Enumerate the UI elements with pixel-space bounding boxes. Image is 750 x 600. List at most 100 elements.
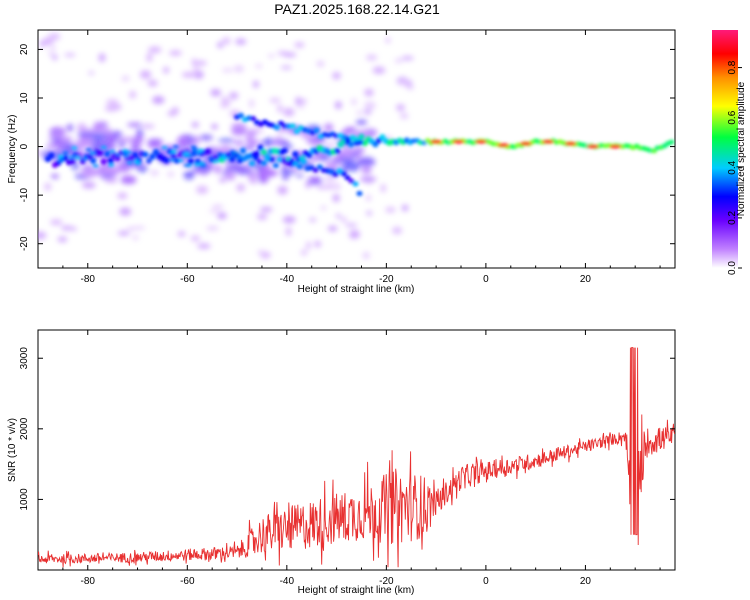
purple-blob <box>218 138 235 143</box>
snr-xtick-label: -20 <box>379 576 394 587</box>
purple-blob <box>66 124 74 132</box>
spark-blob <box>58 159 65 163</box>
lower-branch-blob <box>332 171 339 177</box>
noise-blob <box>257 250 266 256</box>
noise-blob <box>380 184 386 193</box>
purple-blob <box>59 127 66 136</box>
spectrogram-ticks: -80 -60 -40 -20 0 20 -20 -10 0 10 20 <box>19 30 675 285</box>
noise-blob <box>356 110 363 115</box>
purple-blob <box>191 122 199 128</box>
noise-blob <box>392 226 403 235</box>
noise-blob <box>206 225 219 231</box>
purple-blob <box>102 172 116 178</box>
spark-blob <box>171 149 178 153</box>
peak-blob <box>452 139 465 144</box>
trace-blob <box>90 157 97 164</box>
snr-xtick-label: 20 <box>580 576 592 587</box>
lower-branch-blob <box>229 156 236 162</box>
lower-branch-blob <box>340 171 347 177</box>
trace-blob <box>173 157 180 164</box>
purple-blob <box>93 121 103 132</box>
noise-blob <box>294 42 305 48</box>
purple-blob <box>253 163 264 170</box>
purple-blob <box>296 173 304 178</box>
noise-blob <box>336 213 341 219</box>
noise-blob <box>191 58 197 67</box>
purple-blob <box>50 174 59 179</box>
purple-blob <box>199 134 214 141</box>
spectrogram-xtick-label: -20 <box>379 274 394 285</box>
lower-branch-blob <box>292 161 299 167</box>
noise-blob <box>236 183 246 192</box>
colorbar-tick-label: 0.2 <box>727 211 738 225</box>
snr-panel: -80 -60 -40 -20 0 20 1000 2000 3000 Height of st… <box>7 329 676 596</box>
noise-blob <box>48 51 54 56</box>
spectrogram-ytick-label: -20 <box>19 236 30 251</box>
upper-branch-blob <box>249 116 256 122</box>
snr-ticks: -80 -60 -40 -20 0 20 1000 2000 3000 <box>19 330 675 587</box>
noise-blob <box>38 231 47 240</box>
noise-blob <box>117 192 128 200</box>
spark-blob <box>194 163 201 167</box>
noise-blob <box>171 107 179 115</box>
noise-blob <box>221 37 231 45</box>
trace-blob <box>128 155 135 162</box>
noise-blob <box>327 225 338 232</box>
spark-blob <box>125 150 132 154</box>
snr-xtick-label: -60 <box>180 576 195 587</box>
noise-blob <box>44 182 52 191</box>
noise-blob <box>104 177 118 183</box>
noise-blob <box>396 104 405 112</box>
upper-branch-blob <box>349 135 356 141</box>
noise-blob <box>300 249 308 256</box>
purple-blob <box>325 161 337 171</box>
noise-blob <box>77 123 87 131</box>
noise-blob <box>196 185 209 195</box>
noise-blob <box>61 225 74 231</box>
lower-branch-blob <box>268 157 275 163</box>
trace-blob <box>358 133 365 140</box>
noise-blob <box>49 219 63 226</box>
noise-blob <box>332 71 341 80</box>
colorbar-label: Normalized spectral amplitude <box>736 81 747 216</box>
noise-blob <box>325 183 334 190</box>
spectrogram-ytick-label: 10 <box>19 92 30 104</box>
noise-blob <box>210 89 222 97</box>
purple-blob <box>361 166 372 175</box>
purple-blob <box>256 169 267 179</box>
noise-blob <box>309 217 317 222</box>
spectrogram-image <box>38 32 675 260</box>
upper-branch-blob <box>273 125 280 131</box>
purple-blob <box>219 177 226 183</box>
noise-blob <box>283 52 297 58</box>
trace-blob <box>114 155 121 162</box>
spark-blob <box>68 155 75 159</box>
noise-blob <box>372 66 386 75</box>
colorbar-strip <box>712 30 738 268</box>
noise-blob <box>42 37 54 46</box>
noise-blob <box>88 71 95 75</box>
noise-blob <box>150 170 159 176</box>
noise-blob <box>147 79 158 87</box>
purple-blob <box>136 128 144 137</box>
purple-blob <box>262 169 278 177</box>
spark-blob <box>183 151 190 155</box>
noise-blob <box>268 54 275 58</box>
spark-blob <box>57 154 64 158</box>
noise-blob <box>52 54 58 61</box>
upper-branch-blob <box>357 139 364 145</box>
noise-blob <box>129 90 137 99</box>
trace-blob <box>379 134 386 141</box>
spark-blob <box>172 145 179 149</box>
trace-blob <box>86 153 93 160</box>
noise-blob <box>217 212 227 220</box>
lower-branch-blob <box>233 152 240 158</box>
noise-blob <box>364 88 374 97</box>
purple-blob <box>236 168 254 175</box>
colorbar-tick-label: 0.0 <box>727 261 738 275</box>
purple-blob <box>137 164 149 173</box>
trace-blob <box>292 151 299 158</box>
trace-blob <box>191 150 198 157</box>
spectrogram-ylabel: Frequency (Hz) <box>7 115 18 184</box>
noise-blob <box>235 38 247 45</box>
